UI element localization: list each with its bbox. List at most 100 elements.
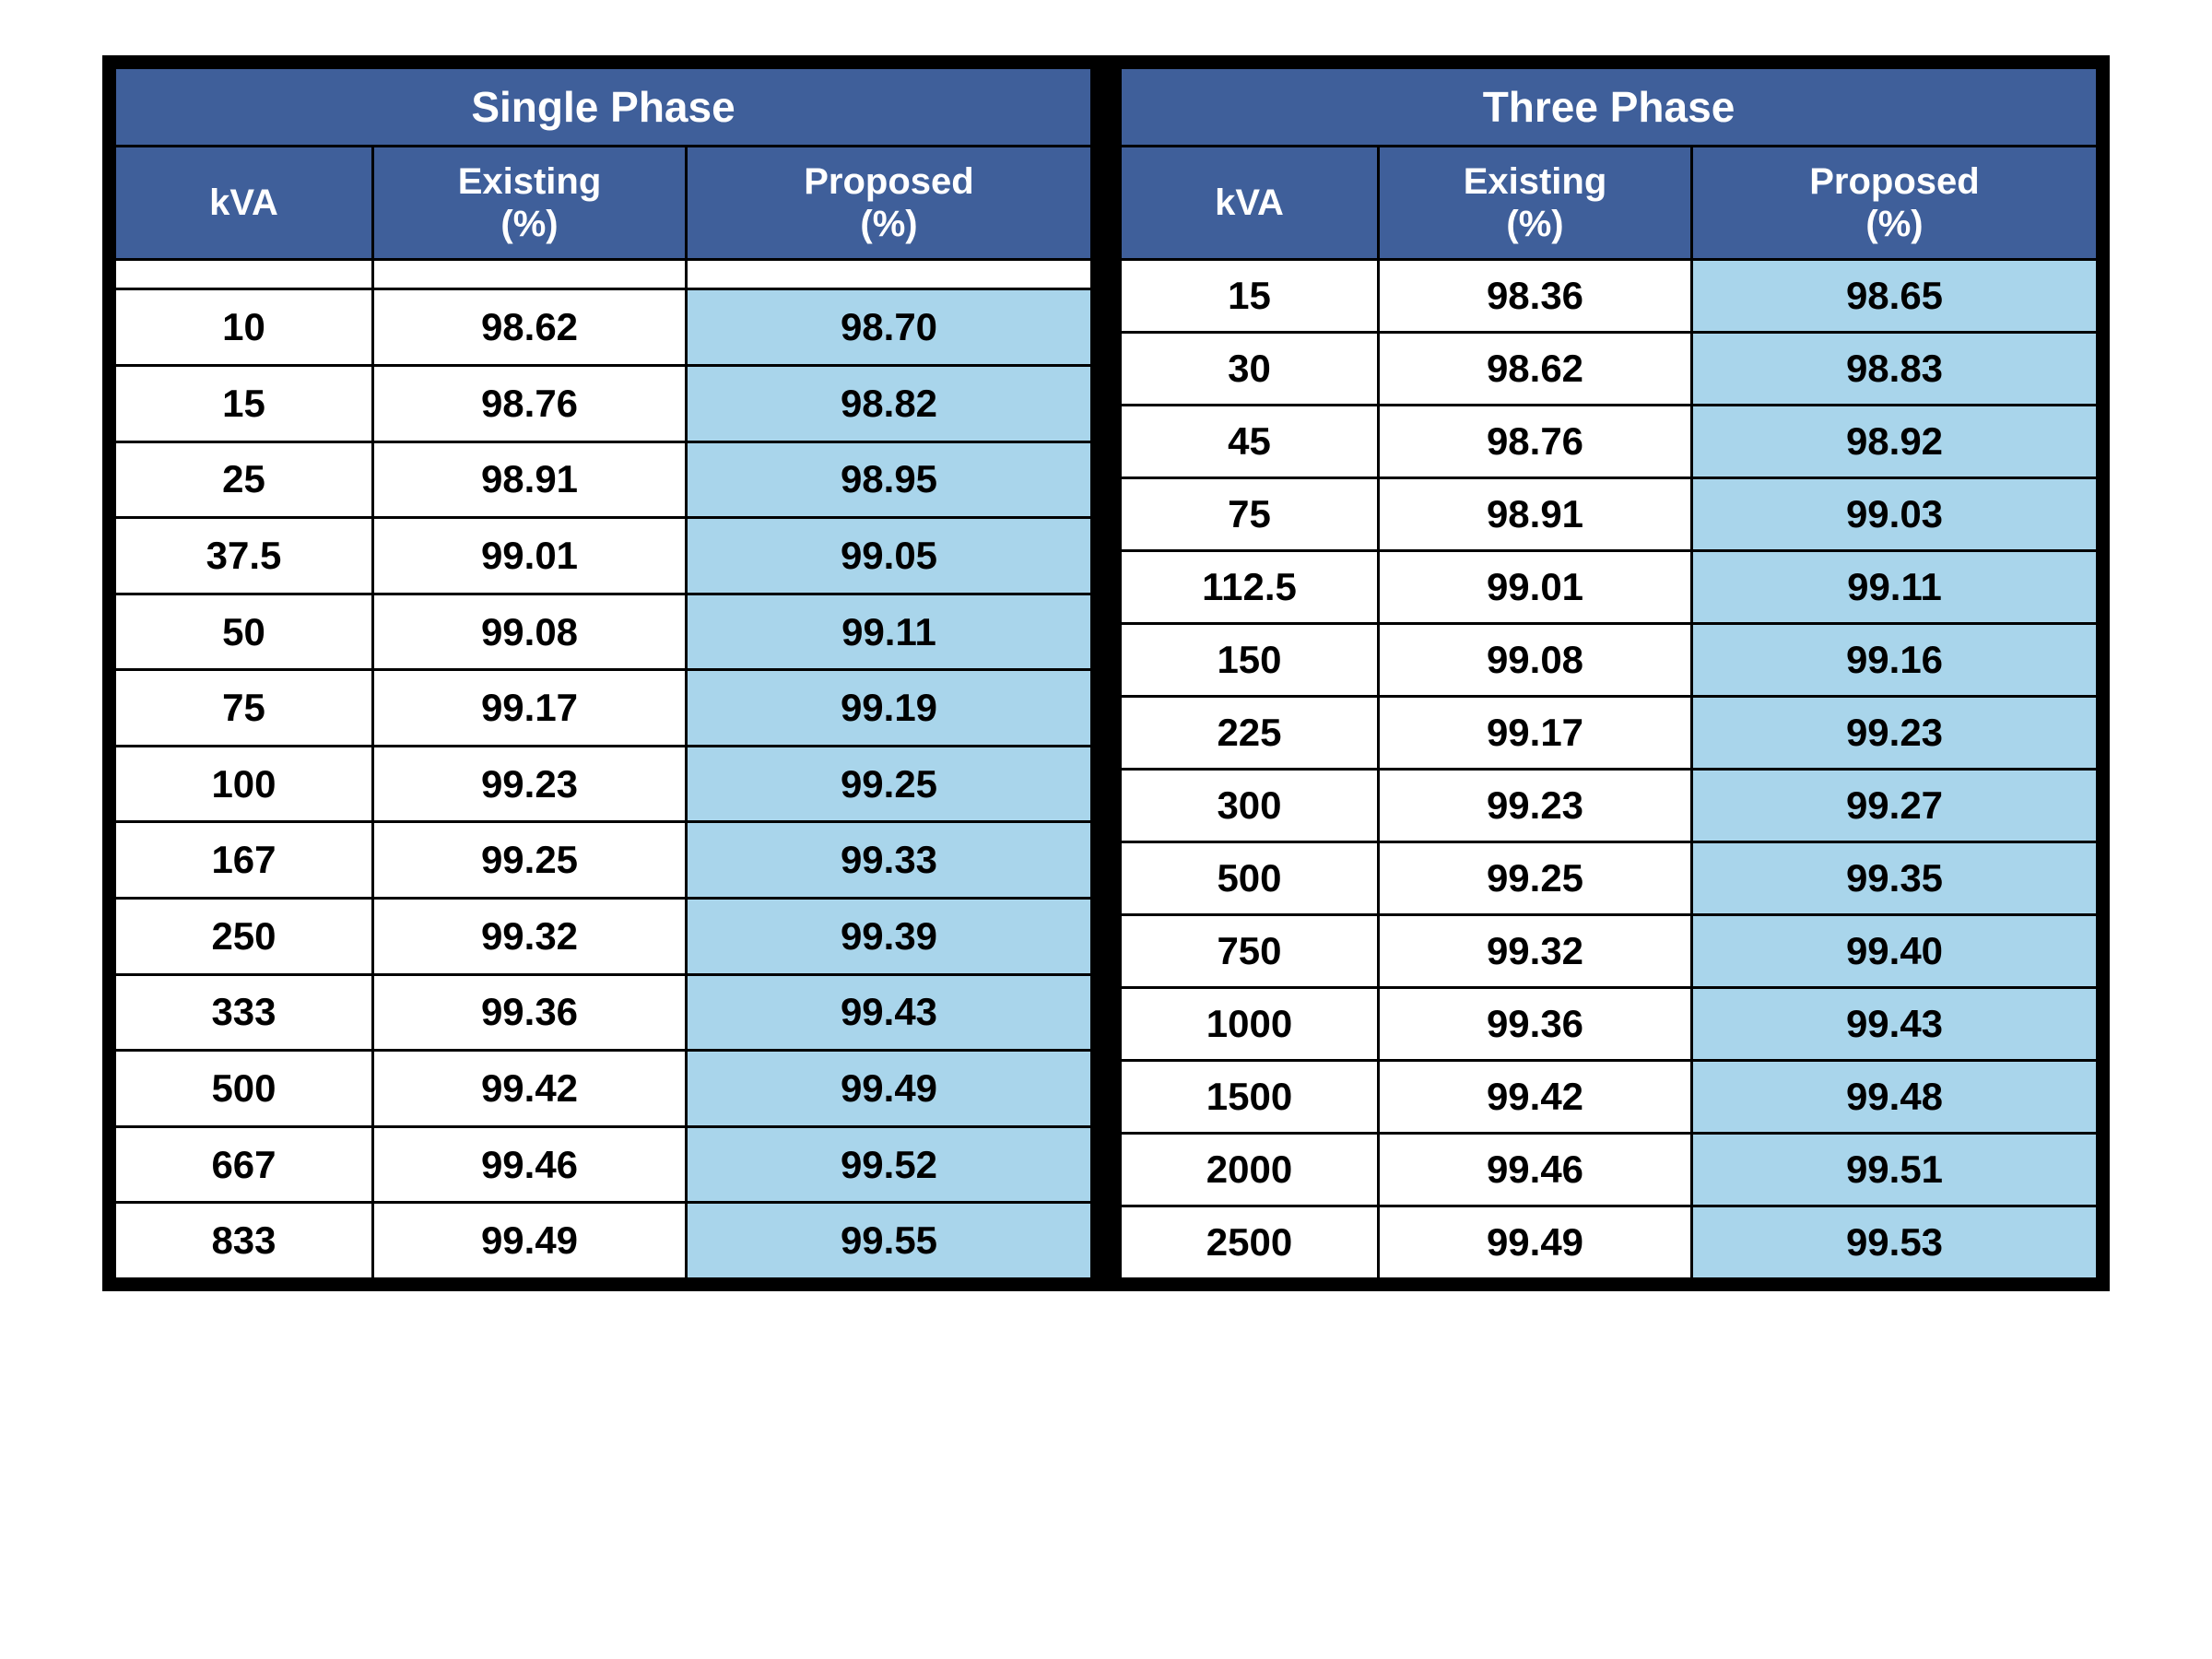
cell-existing: 99.46 xyxy=(373,1126,687,1203)
cell-kva: 112.5 xyxy=(1121,551,1379,624)
table-row: 16799.2599.33 xyxy=(115,822,1092,899)
table-row: 1598.3698.65 xyxy=(1121,260,2098,333)
table-row: 10099.2399.25 xyxy=(115,746,1092,822)
cell-kva: 833 xyxy=(115,1203,373,1279)
comparison-table: Single Phase kVA Existing(%) Proposed(%)… xyxy=(102,55,2110,1291)
cell-proposed: 98.92 xyxy=(1692,406,2098,478)
table-row: 4598.7698.92 xyxy=(1121,406,2098,478)
table-row: 5099.0899.11 xyxy=(115,594,1092,670)
col-header-proposed: Proposed(%) xyxy=(1692,147,2098,260)
table-row: 30099.2399.27 xyxy=(1121,770,2098,842)
table-divider xyxy=(1093,66,1119,1280)
cell-proposed: 99.35 xyxy=(1692,842,2098,915)
cell-existing: 99.08 xyxy=(373,594,687,670)
single-phase-title: Single Phase xyxy=(115,68,1092,147)
cell-kva: 225 xyxy=(1121,697,1379,770)
cell-proposed: 99.11 xyxy=(1692,551,2098,624)
cell-existing: 98.91 xyxy=(373,441,687,518)
cell-proposed: 99.05 xyxy=(687,518,1092,594)
table-row: 37.599.0199.05 xyxy=(115,518,1092,594)
cell-existing: 99.49 xyxy=(373,1203,687,1279)
cell-existing: 98.62 xyxy=(1379,333,1692,406)
cell-proposed xyxy=(687,260,1092,289)
table-row: 200099.4699.51 xyxy=(1121,1134,2098,1206)
table-row: 2598.9198.95 xyxy=(115,441,1092,518)
cell-existing: 99.46 xyxy=(1379,1134,1692,1206)
cell-existing: 99.36 xyxy=(1379,988,1692,1061)
single-phase-body: 1098.6298.701598.7698.822598.9198.9537.5… xyxy=(115,260,1092,1279)
cell-proposed: 98.65 xyxy=(1692,260,2098,333)
table-row: 112.599.0199.11 xyxy=(1121,551,2098,624)
cell-proposed: 98.70 xyxy=(687,289,1092,366)
cell-kva: 250 xyxy=(115,899,373,975)
table-row xyxy=(115,260,1092,289)
table-row: 1098.6298.70 xyxy=(115,289,1092,366)
cell-proposed: 98.83 xyxy=(1692,333,2098,406)
cell-existing xyxy=(373,260,687,289)
cell-kva: 100 xyxy=(115,746,373,822)
cell-proposed: 99.51 xyxy=(1692,1134,2098,1206)
cell-kva: 15 xyxy=(1121,260,1379,333)
table-row: 7598.9199.03 xyxy=(1121,478,2098,551)
cell-kva: 300 xyxy=(1121,770,1379,842)
cell-existing: 99.32 xyxy=(373,899,687,975)
cell-proposed: 99.27 xyxy=(1692,770,2098,842)
three-phase-title: Three Phase xyxy=(1121,68,2098,147)
cell-existing: 99.17 xyxy=(373,670,687,747)
cell-proposed: 99.55 xyxy=(687,1203,1092,1279)
cell-proposed: 99.33 xyxy=(687,822,1092,899)
table-row: 83399.4999.55 xyxy=(115,1203,1092,1279)
cell-proposed: 98.95 xyxy=(687,441,1092,518)
cell-proposed: 99.43 xyxy=(687,974,1092,1051)
cell-existing: 99.17 xyxy=(1379,697,1692,770)
cell-existing: 99.25 xyxy=(373,822,687,899)
cell-proposed: 99.03 xyxy=(1692,478,2098,551)
cell-kva: 75 xyxy=(1121,478,1379,551)
cell-kva: 37.5 xyxy=(115,518,373,594)
col-header-existing: Existing(%) xyxy=(1379,147,1692,260)
table-row: 15099.0899.16 xyxy=(1121,624,2098,697)
table-row: 150099.4299.48 xyxy=(1121,1061,2098,1134)
cell-proposed: 99.48 xyxy=(1692,1061,2098,1134)
table-row: 25099.3299.39 xyxy=(115,899,1092,975)
table-row: 3098.6298.83 xyxy=(1121,333,2098,406)
col-header-proposed: Proposed(%) xyxy=(687,147,1092,260)
cell-proposed: 99.25 xyxy=(687,746,1092,822)
cell-kva: 1500 xyxy=(1121,1061,1379,1134)
cell-proposed: 99.53 xyxy=(1692,1206,2098,1279)
col-header-existing: Existing(%) xyxy=(373,147,687,260)
cell-existing: 98.62 xyxy=(373,289,687,366)
cell-kva: 2500 xyxy=(1121,1206,1379,1279)
cell-existing: 99.42 xyxy=(1379,1061,1692,1134)
cell-proposed: 99.19 xyxy=(687,670,1092,747)
table-row: 33399.3699.43 xyxy=(115,974,1092,1051)
table-row: 50099.2599.35 xyxy=(1121,842,2098,915)
cell-proposed: 98.82 xyxy=(687,365,1092,441)
cell-proposed: 99.49 xyxy=(687,1051,1092,1127)
single-phase-columns: kVA Existing(%) Proposed(%) xyxy=(115,147,1092,260)
single-phase-table: Single Phase kVA Existing(%) Proposed(%)… xyxy=(113,66,1093,1280)
table-row: 75099.3299.40 xyxy=(1121,915,2098,988)
table-row: 22599.1799.23 xyxy=(1121,697,2098,770)
cell-kva: 750 xyxy=(1121,915,1379,988)
cell-existing: 99.36 xyxy=(373,974,687,1051)
three-phase-body: 1598.3698.653098.6298.834598.7698.927598… xyxy=(1121,260,2098,1279)
cell-existing: 98.76 xyxy=(373,365,687,441)
cell-proposed: 99.52 xyxy=(687,1126,1092,1203)
cell-existing: 98.36 xyxy=(1379,260,1692,333)
three-phase-columns: kVA Existing(%) Proposed(%) xyxy=(1121,147,2098,260)
cell-kva: 25 xyxy=(115,441,373,518)
cell-proposed: 99.39 xyxy=(687,899,1092,975)
cell-kva: 45 xyxy=(1121,406,1379,478)
cell-kva: 1000 xyxy=(1121,988,1379,1061)
col-header-kva: kVA xyxy=(115,147,373,260)
cell-kva: 150 xyxy=(1121,624,1379,697)
cell-proposed: 99.23 xyxy=(1692,697,2098,770)
cell-kva: 333 xyxy=(115,974,373,1051)
cell-kva: 75 xyxy=(115,670,373,747)
cell-kva: 50 xyxy=(115,594,373,670)
three-phase-table: Three Phase kVA Existing(%) Proposed(%) … xyxy=(1119,66,2099,1280)
cell-existing: 99.32 xyxy=(1379,915,1692,988)
cell-kva: 500 xyxy=(115,1051,373,1127)
table-row: 50099.4299.49 xyxy=(115,1051,1092,1127)
